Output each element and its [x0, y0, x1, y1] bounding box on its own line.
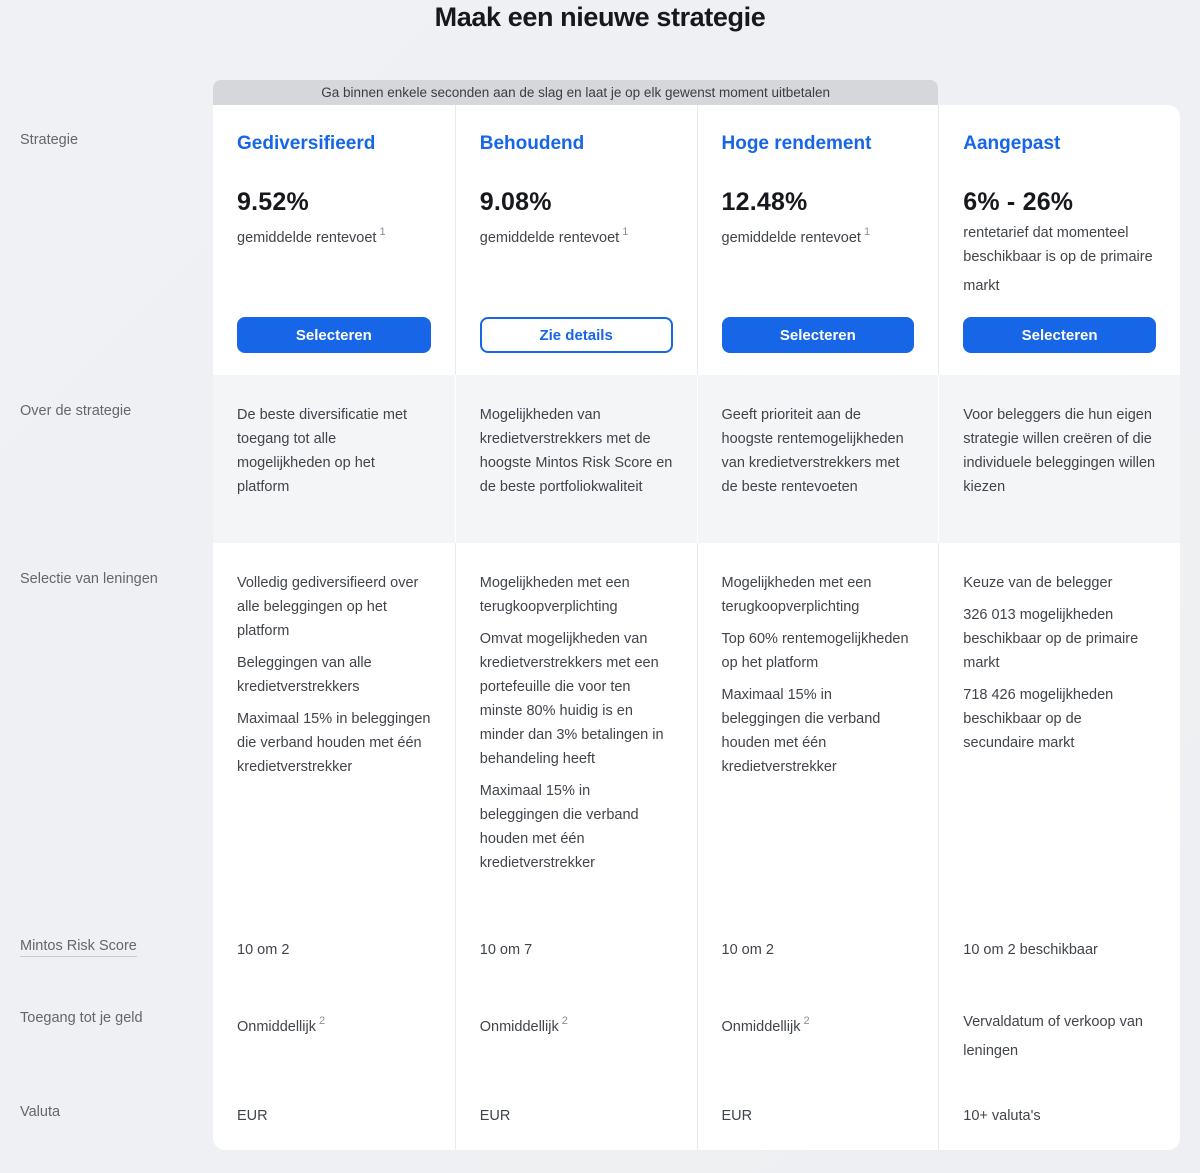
about-cell: Geeft prioriteit aan de hoogste rentemog… [696, 375, 939, 543]
footnote-2: 2 [318, 1015, 326, 1027]
rate-caption: gemiddelde rentevoet 1 [479, 226, 629, 246]
loan-selection-cell: Mogelijkheden met een terugkoopverplicht… [696, 543, 939, 918]
strategy-card-behoudend: Behoudend 9.08% gemiddelde rentevoet 1 Zi… [454, 105, 697, 375]
row-label-loan-selection: Selectie van leningen [20, 571, 158, 587]
promo-banner: Ga binnen enkele seconden aan de slag en… [213, 80, 939, 105]
currency-cell: EUR [454, 1080, 697, 1150]
footnote-1: 1 [379, 226, 386, 238]
currency-cell: EUR [696, 1080, 939, 1150]
about-cell: Mogelijkheden van kredietverstrekkers me… [454, 375, 697, 543]
strategy-comparison-table: Ga binnen enkele seconden aan de slag en… [0, 80, 1180, 1150]
rate-caption: rentetarief dat momenteel beschikbaar is… [963, 225, 1153, 294]
access-cell: Onmiddellijk 2 [213, 990, 455, 1080]
interest-rate: 9.08% [479, 188, 552, 216]
currency-cell: 10+ valuta's [938, 1080, 1180, 1150]
rate-caption: gemiddelde rentevoet 1 [237, 226, 386, 246]
strategy-card-gediversifieerd: Gediversifieerd 9.52% gemiddelde rentevo… [213, 105, 455, 375]
row-label-access: Toegang tot je geld [20, 1010, 143, 1026]
footnote-2: 2 [803, 1015, 810, 1027]
footnote-1: 1 [622, 226, 629, 238]
risk-score-cell: 10 om 7 [454, 918, 697, 990]
page-title: Maak een nieuwe strategie [434, 2, 766, 32]
select-button[interactable]: Selecteren [721, 317, 915, 353]
access-cell: Vervaldatum of verkoop van leningen [938, 990, 1180, 1080]
row-label-currency: Valuta [20, 1104, 61, 1120]
select-button[interactable]: Selecteren [963, 317, 1156, 353]
access-cell: Onmiddellijk 2 [696, 990, 939, 1080]
row-label-strategy: Strategie [20, 132, 79, 148]
rate-caption: gemiddelde rentevoet 1 [721, 226, 871, 246]
interest-rate: 12.48% [721, 188, 808, 216]
risk-score-cell: 10 om 2 [696, 918, 939, 990]
risk-score-cell: 10 om 2 [213, 918, 455, 990]
strategy-title: Hoge rendement [721, 133, 872, 154]
loan-selection-cell: Volledig gediversifieerd over alle beleg… [213, 543, 455, 918]
strategy-card-aangepast: Aangepast 6% - 26% rentetarief dat momen… [938, 105, 1180, 375]
footnote-2: 2 [561, 1015, 568, 1027]
about-cell: De beste diversificatie met toegang tot … [213, 375, 455, 543]
select-button[interactable]: Selecteren [237, 317, 431, 353]
strategy-card-hoge-rendement: Hoge rendement 12.48% gemiddelde rentevo… [696, 105, 939, 375]
strategy-title: Aangepast [963, 133, 1061, 154]
loan-selection-cell: Keuze van de belegger 326 013 mogelijkhe… [938, 543, 1180, 918]
interest-rate: 6% - 26% [963, 188, 1074, 216]
about-cell: Voor beleggers die hun eigen strategie w… [938, 375, 1180, 543]
see-details-button[interactable]: Zie details [479, 317, 673, 353]
interest-rate: 9.52% [237, 188, 309, 216]
row-label-about: Over de strategie [20, 403, 132, 419]
access-cell: Onmiddellijk 2 [454, 990, 697, 1080]
footnote-1: 1 [863, 226, 871, 238]
strategy-title: Gediversifieerd [237, 133, 376, 154]
currency-cell: EUR [213, 1080, 455, 1150]
loan-selection-cell: Mogelijkheden met een terugkoopverplicht… [454, 543, 697, 918]
strategy-title: Behoudend [479, 133, 585, 154]
row-label-risk-score[interactable]: Mintos Risk Score [0, 918, 213, 990]
risk-score-cell: 10 om 2 beschikbaar [938, 918, 1180, 990]
